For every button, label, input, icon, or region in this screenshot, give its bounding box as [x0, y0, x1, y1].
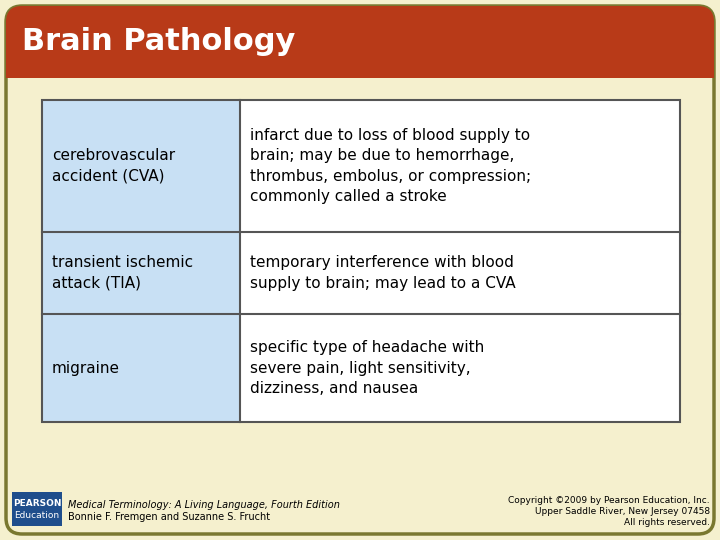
Bar [12, 492, 62, 526]
FancyBboxPatch shape [6, 6, 714, 78]
Bar [42, 100, 680, 422]
FancyBboxPatch shape [6, 6, 714, 534]
Bar [42, 232, 240, 314]
Text: infarct due to loss of blood supply to
brain; may be due to hemorrhage,
thrombus: infarct due to loss of blood supply to b… [250, 128, 531, 204]
Bar [6, 58, 714, 78]
Text: Brain Pathology: Brain Pathology [22, 28, 295, 57]
Bar [42, 100, 240, 232]
Text: temporary interference with blood
supply to brain; may lead to a CVA: temporary interference with blood supply… [250, 255, 516, 291]
Text: Copyright ©2009 by Pearson Education, Inc.: Copyright ©2009 by Pearson Education, In… [508, 496, 710, 505]
Text: cerebrovascular
accident (CVA): cerebrovascular accident (CVA) [52, 148, 175, 184]
Text: Education: Education [14, 510, 60, 519]
Text: specific type of headache with
severe pain, light sensitivity,
dizziness, and na: specific type of headache with severe pa… [250, 340, 485, 396]
Bar [42, 100, 680, 422]
Bar [42, 314, 240, 422]
Text: Bonnie F. Fremgen and Suzanne S. Frucht: Bonnie F. Fremgen and Suzanne S. Frucht [68, 512, 270, 522]
Text: transient ischemic
attack (TIA): transient ischemic attack (TIA) [52, 255, 193, 291]
Text: Medical Terminology: A Living Language, Fourth Edition: Medical Terminology: A Living Language, … [68, 500, 340, 510]
Text: All rights reserved.: All rights reserved. [624, 518, 710, 527]
Text: migraine: migraine [52, 361, 120, 375]
Text: Upper Saddle River, New Jersey 07458: Upper Saddle River, New Jersey 07458 [535, 507, 710, 516]
Text: PEARSON: PEARSON [13, 498, 61, 508]
